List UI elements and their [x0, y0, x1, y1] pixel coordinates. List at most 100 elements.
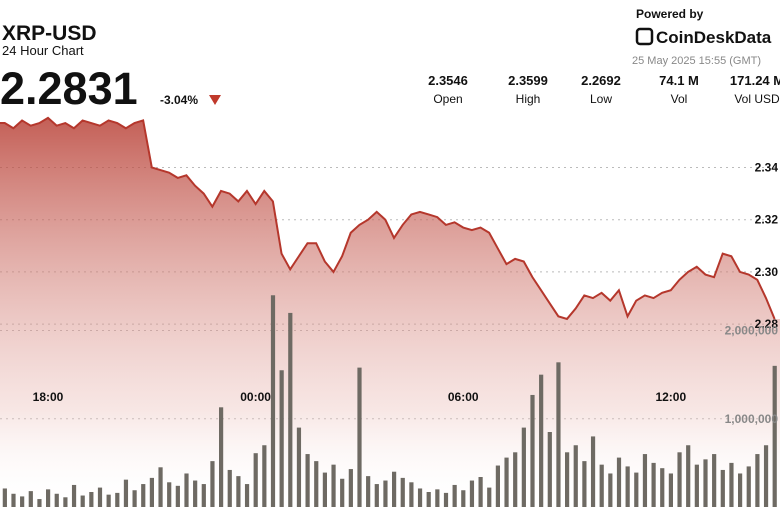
volume-bar	[763, 445, 769, 507]
price: 2.2831	[0, 63, 138, 114]
volume-bar	[556, 362, 561, 507]
volume-bar	[201, 484, 206, 507]
volume-bar	[167, 482, 172, 507]
volume-bar	[720, 469, 725, 507]
y-tick-label: 2.32	[755, 213, 779, 227]
volume-bar	[80, 495, 85, 507]
volume-bar	[409, 482, 414, 507]
volume-bar	[348, 469, 353, 507]
volume-bar	[63, 497, 68, 507]
volume-bar	[132, 490, 137, 507]
volume-bar	[487, 487, 492, 507]
volume-bar	[288, 312, 293, 507]
volume-bar	[28, 491, 33, 507]
volume-bar	[305, 454, 310, 507]
volume-bar	[374, 484, 379, 507]
volume-bar	[11, 493, 16, 507]
volume-bar	[193, 480, 198, 507]
timestamp: 25 May 2025 15:55 (GMT)	[632, 55, 761, 67]
x-tick-label: 18:00	[33, 390, 64, 404]
volume-bar	[331, 464, 336, 507]
powered-by: Powered by	[636, 7, 704, 21]
volume-bar	[314, 461, 319, 507]
price-line	[0, 116, 776, 321]
volume-bar	[443, 492, 449, 507]
volume-bar	[677, 452, 682, 507]
volume-bar	[469, 480, 475, 507]
volume-bar	[71, 484, 77, 507]
volume-bar	[625, 466, 630, 507]
stat-value: 2.3546	[428, 73, 468, 88]
volume-bar	[573, 445, 578, 507]
volume-bar	[417, 488, 423, 507]
volume-bar	[383, 480, 388, 507]
x-tick-label: 06:00	[448, 390, 479, 404]
volume-bar	[565, 452, 570, 507]
volume-bar	[296, 427, 302, 507]
volume-bar	[270, 295, 276, 507]
volume-bar	[478, 477, 483, 507]
y2-tick-label: 2,000,000	[725, 324, 779, 338]
volume-bar	[262, 445, 267, 507]
volume-bar	[495, 465, 500, 507]
volume-bar	[158, 467, 163, 507]
volume-bar	[115, 492, 120, 507]
subtitle: 24 Hour Chart	[2, 43, 84, 58]
volume-bar	[599, 464, 604, 507]
volume-bar	[244, 484, 250, 507]
volume-bar	[521, 427, 526, 507]
volume-bar	[461, 490, 466, 507]
volume-bar	[219, 407, 224, 507]
volume-bar	[97, 487, 103, 507]
volume-bar	[642, 454, 648, 507]
stat-label: Vol	[671, 92, 688, 106]
volume-bar	[184, 473, 189, 507]
stat-label: Low	[590, 92, 612, 106]
stat-value: 2.3599	[508, 73, 548, 88]
volume-bar	[89, 492, 94, 507]
title: XRP-USD	[2, 22, 97, 45]
volume-bar	[20, 496, 25, 507]
volume-bar	[106, 494, 111, 507]
y-tick-label: 2.28	[755, 317, 779, 331]
volume-bar	[660, 468, 665, 507]
volume-bar	[149, 477, 154, 507]
stat-label: High	[516, 92, 541, 106]
plot: 2.28 2.30 2.32 2.34 1,000,000 2,000,000 18:00 0…	[0, 116, 780, 507]
stat-value: 2.2692	[581, 73, 621, 88]
y2-tick-label: 1,000,000	[725, 412, 779, 426]
y-tick-label: 2.34	[755, 160, 779, 174]
volume-bar	[435, 489, 440, 507]
volume-bar	[703, 459, 708, 507]
volume-bar	[634, 472, 639, 507]
stat-label: Open	[433, 92, 462, 106]
volume-bar	[123, 479, 129, 507]
volume-bar	[539, 374, 544, 507]
down-arrow	[209, 95, 221, 105]
volume-bar	[322, 472, 327, 507]
x-tick-label: 12:00	[655, 390, 686, 404]
volume-bar	[616, 457, 622, 507]
volume-bar	[608, 473, 613, 507]
volume-bar	[340, 478, 345, 507]
brand-icon	[635, 27, 654, 46]
brand: CoinDeskData	[656, 28, 772, 47]
volume-bar	[227, 469, 232, 507]
stat-value: 74.1 M	[659, 73, 699, 88]
volume-bar	[590, 436, 596, 507]
change: -3.04%	[160, 93, 198, 107]
volume-bar	[729, 462, 734, 507]
volume-bar	[392, 471, 397, 507]
y-tick-label: 2.30	[755, 265, 779, 279]
volume-bar	[452, 484, 457, 507]
volume-bar	[668, 473, 673, 507]
volume-bar	[547, 432, 552, 507]
volume-bar	[694, 464, 699, 507]
volume-bar	[279, 370, 284, 507]
volume-bar	[366, 476, 371, 507]
volume-bar	[504, 457, 509, 507]
volume-bar	[746, 466, 751, 507]
volume-bar	[357, 367, 362, 507]
volume-bar	[54, 493, 59, 507]
